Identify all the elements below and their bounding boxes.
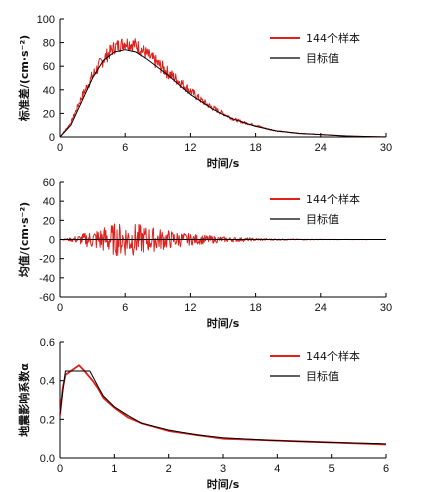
y-tick-label: 0 xyxy=(49,132,55,144)
x-tick-label: 6 xyxy=(122,142,128,154)
x-tick-label: 30 xyxy=(380,142,392,154)
y-tick-label: -60 xyxy=(39,292,55,304)
y-tick-label: 60 xyxy=(43,177,55,189)
y-tick-label: 0.6 xyxy=(40,337,55,349)
x-tick-label: 1 xyxy=(111,463,117,475)
y-tick-label: 0.2 xyxy=(40,414,55,426)
y-tick-label: 20 xyxy=(43,215,55,227)
y-tick-label: 40 xyxy=(43,196,55,208)
y-tick-label: 0.0 xyxy=(40,453,55,465)
x-tick-label: 18 xyxy=(249,142,261,154)
legend-label: 144个样本 xyxy=(306,192,360,206)
y-tick-label: 0.4 xyxy=(40,376,55,388)
series-line-target xyxy=(59,370,387,445)
y-tick-label: 0 xyxy=(49,235,55,247)
y-axis-label: 均值/(cm·s⁻²) xyxy=(17,202,31,277)
x-tick-label: 0 xyxy=(57,142,63,154)
series-line-target xyxy=(59,49,387,138)
x-tick-label: 12 xyxy=(184,142,196,154)
y-axis-label: 地震影响系数α xyxy=(17,363,31,437)
x-tick-label: 12 xyxy=(184,302,196,314)
x-tick-label: 18 xyxy=(249,302,261,314)
x-axis-label: 时间/s xyxy=(207,477,240,491)
x-tick-label: 24 xyxy=(315,302,327,314)
legend-label: 144个样本 xyxy=(306,349,360,363)
x-tick-label: 4 xyxy=(274,463,280,475)
y-tick-label: 20 xyxy=(43,108,55,120)
y-axis-label: 标准差/(cm·s⁻²) xyxy=(17,35,31,122)
x-tick-label: 6 xyxy=(122,302,128,314)
x-tick-label: 30 xyxy=(380,302,392,314)
legend-label: 目标值 xyxy=(306,212,339,226)
y-tick-label: 40 xyxy=(43,85,55,97)
x-tick-label: 0 xyxy=(57,463,63,475)
y-tick-label: 100 xyxy=(37,14,55,26)
x-tick-label: 2 xyxy=(166,463,172,475)
y-tick-label: -20 xyxy=(39,254,55,266)
x-axis-label: 时间/s xyxy=(207,316,240,330)
x-tick-label: 6 xyxy=(383,463,389,475)
chart-panel-2: 0 6 12 18 24 30 -60 -40 -20 0 20 40 60 时间/s 均值/(cm·s⁻²… xyxy=(17,177,392,330)
y-tick-label: 60 xyxy=(43,61,55,73)
x-tick-label: 0 xyxy=(57,302,63,314)
y-tick-label: 80 xyxy=(43,38,55,50)
legend-label: 目标值 xyxy=(306,51,339,65)
legend-label: 144个样本 xyxy=(306,31,360,45)
y-tick-label: -40 xyxy=(39,273,55,285)
legend-label: 目标值 xyxy=(306,369,339,383)
x-tick-label: 24 xyxy=(315,142,327,154)
x-tick-label: 5 xyxy=(329,463,335,475)
chart-panel-1: 0 6 12 18 24 30 0 20 40 60 80 100 时间/s 标准差/(cm·s⁻²) 14… xyxy=(17,14,392,170)
x-tick-label: 3 xyxy=(220,463,226,475)
x-axis-label: 时间/s xyxy=(207,156,240,170)
